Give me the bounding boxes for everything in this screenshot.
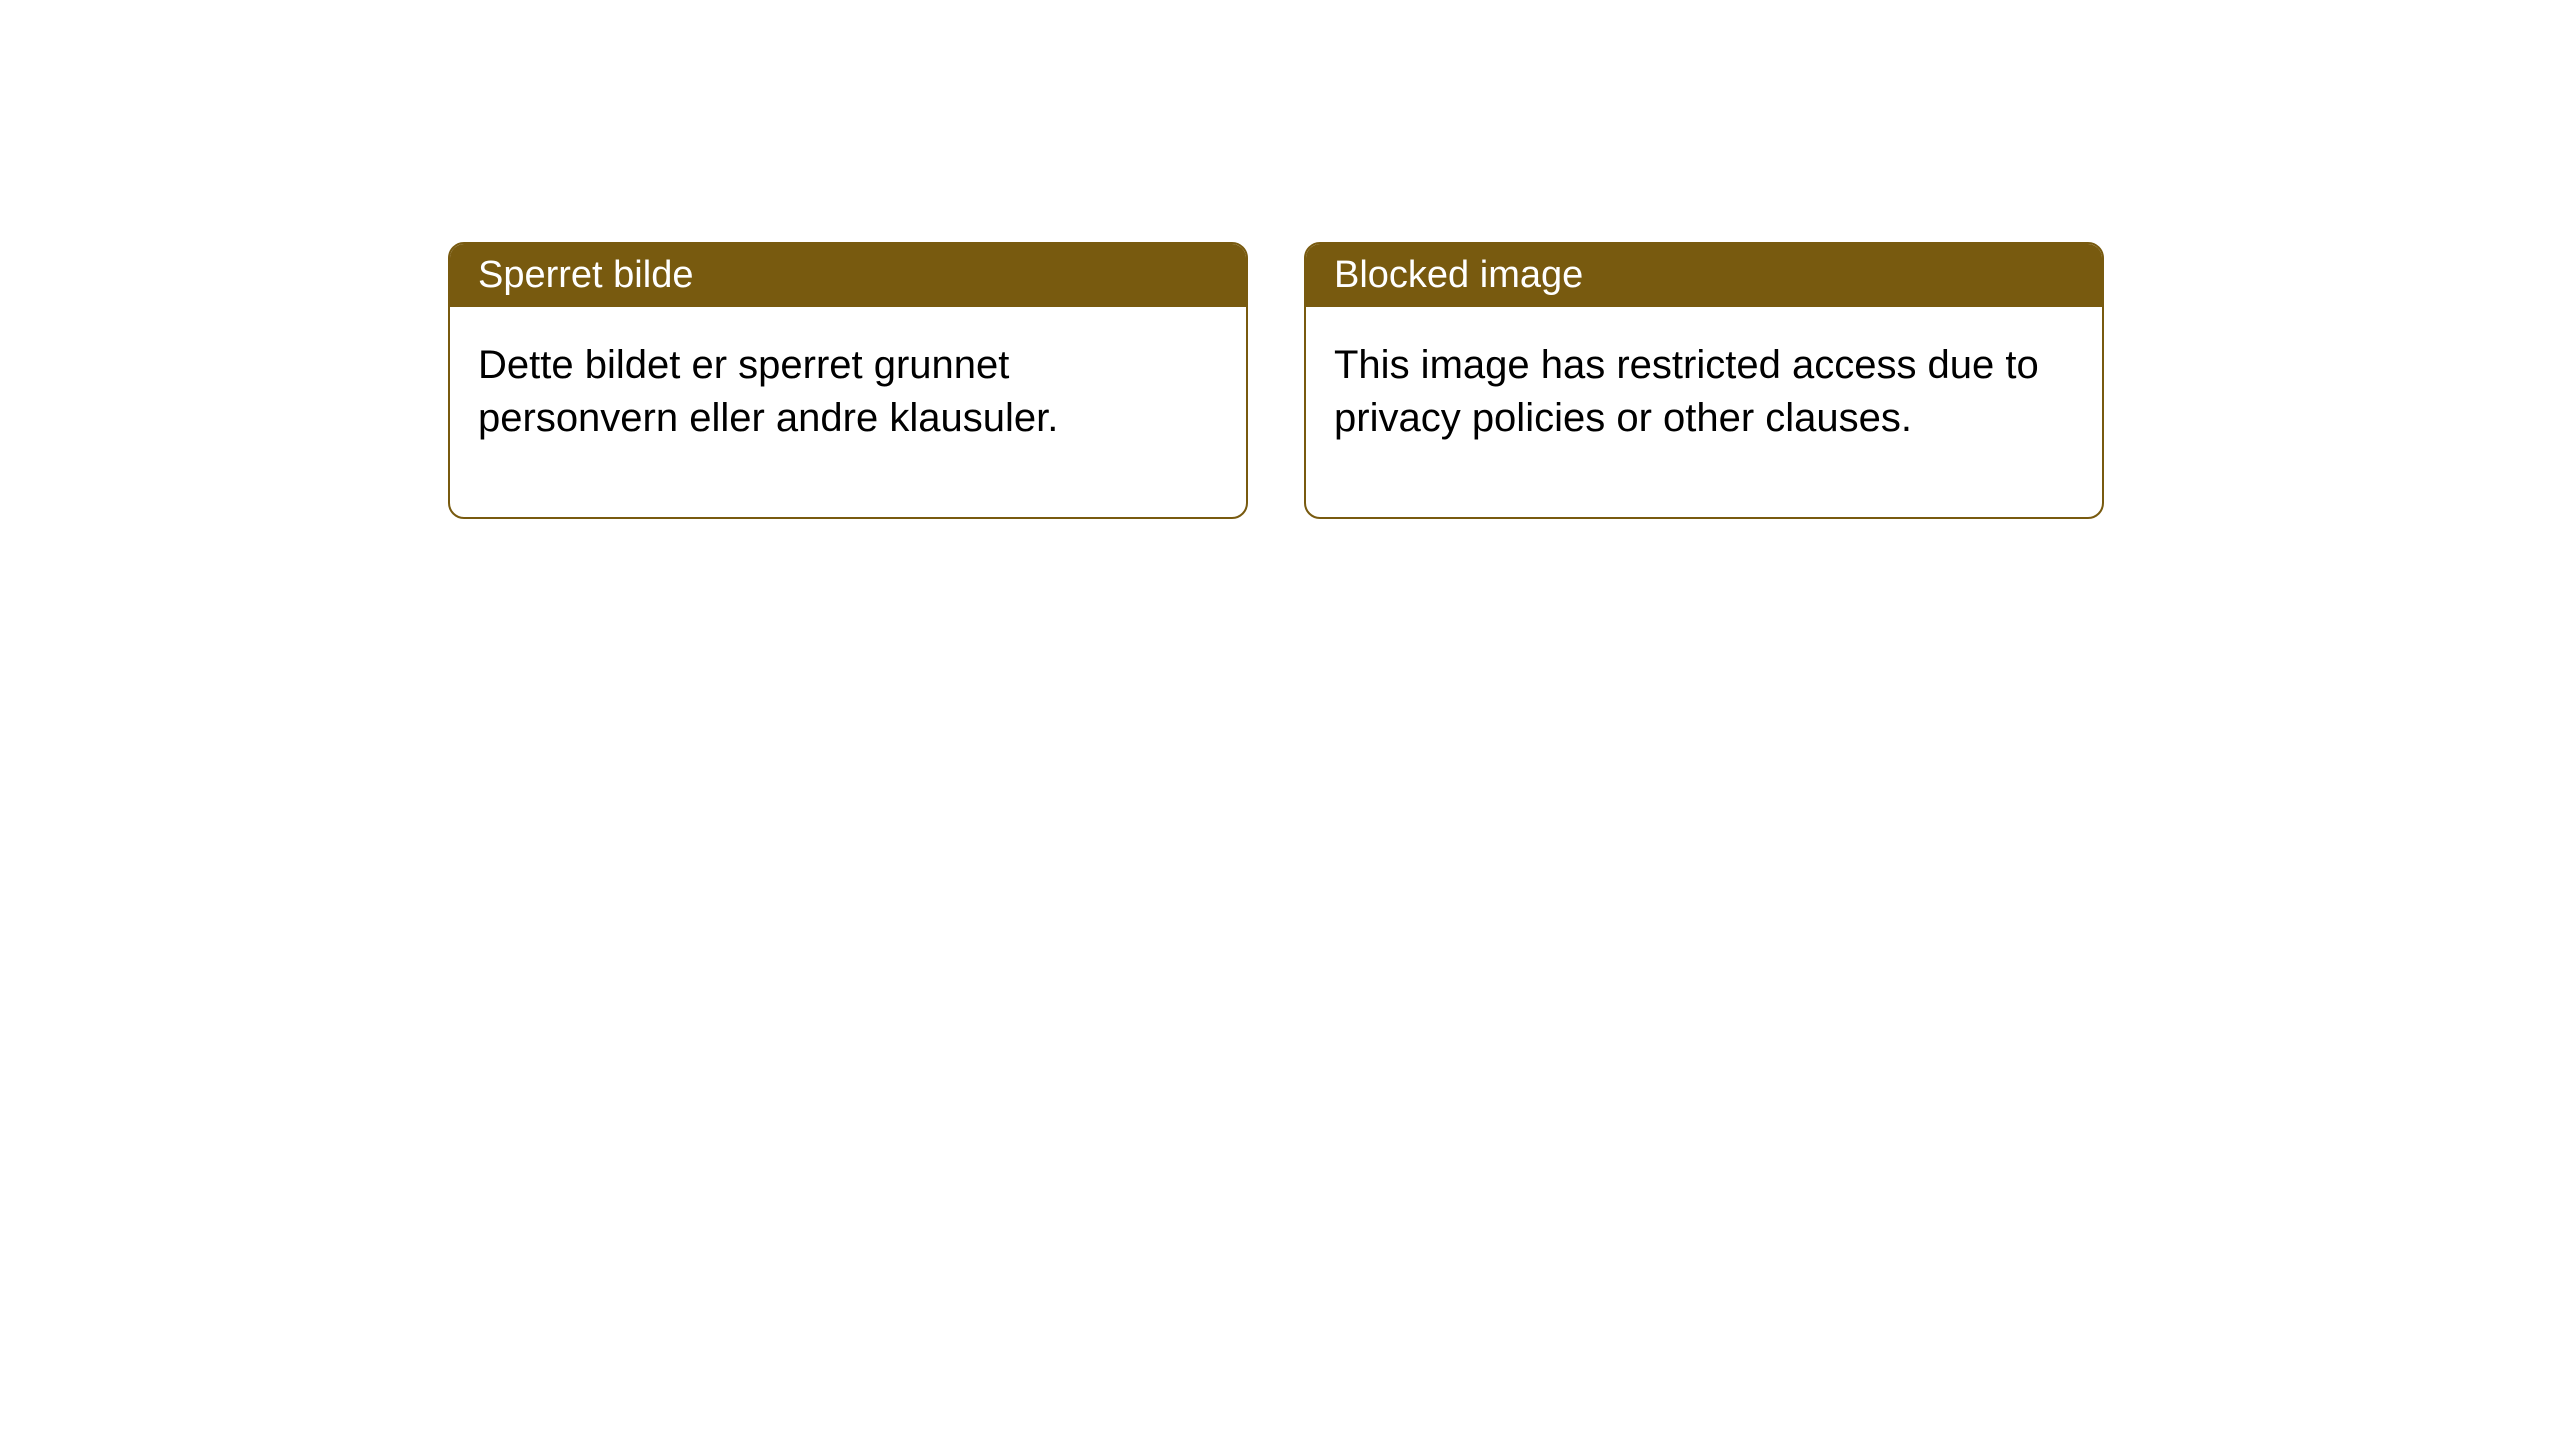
notice-card-en: Blocked image This image has restricted … [1304, 242, 2104, 519]
notice-card-no: Sperret bilde Dette bildet er sperret gr… [448, 242, 1248, 519]
notice-body-en: This image has restricted access due to … [1306, 307, 2102, 517]
notice-body-no: Dette bildet er sperret grunnet personve… [450, 307, 1246, 517]
notice-title-en: Blocked image [1306, 244, 2102, 307]
notice-title-no: Sperret bilde [450, 244, 1246, 307]
notice-container: Sperret bilde Dette bildet er sperret gr… [448, 242, 2104, 519]
